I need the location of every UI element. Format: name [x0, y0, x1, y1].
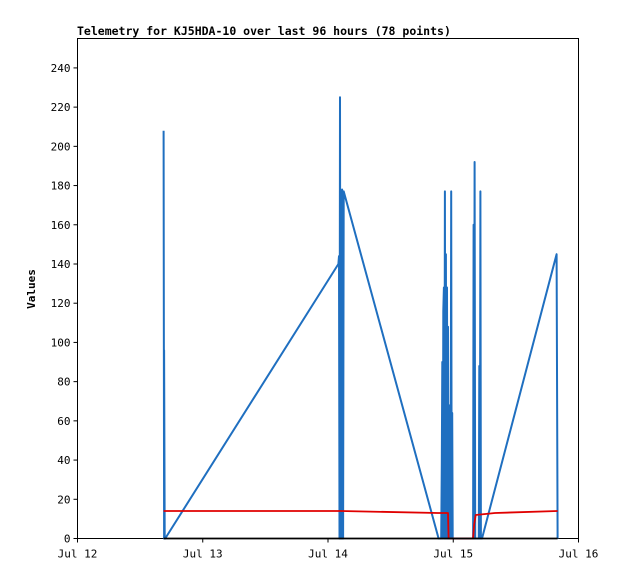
- x-tick-label: Jul 12: [58, 548, 98, 561]
- series-layer: [162, 96, 559, 540]
- y-tick-label: 220: [51, 101, 71, 114]
- series-line-2: [163, 510, 558, 540]
- y-tick-label: 200: [51, 140, 71, 153]
- y-tick-label: 160: [51, 219, 71, 232]
- x-tick-label: Jul 13: [183, 548, 223, 561]
- y-tick-label: 120: [51, 297, 71, 310]
- x-tick-label: Jul 16: [559, 548, 599, 561]
- y-tick-label: 240: [51, 62, 71, 75]
- y-tick-label: 80: [57, 376, 70, 389]
- x-tick-label: Jul 14: [308, 548, 348, 561]
- y-tick-label: 0: [64, 533, 71, 546]
- y-tick-label: 180: [51, 180, 71, 193]
- y-axis: 0 20 40 60 80 100 120 140 160 180 200 220 240: [51, 62, 78, 546]
- series-line-1: [162, 96, 559, 540]
- y-axis-label: Values: [25, 269, 38, 309]
- x-axis: Jul 12 Jul 13 Jul 14 Jul 15 Jul 16: [58, 538, 599, 561]
- plot-area: [77, 38, 579, 539]
- y-tick-label: 40: [57, 454, 70, 467]
- y-tick-label: 140: [51, 258, 71, 271]
- chart-title: Telemetry for KJ5HDA-10 over last 96 hou…: [77, 24, 451, 38]
- y-tick-label: 20: [57, 493, 70, 506]
- y-tick-label: 100: [51, 336, 71, 349]
- x-tick-label: Jul 15: [433, 548, 473, 561]
- y-tick-label: 60: [57, 415, 70, 428]
